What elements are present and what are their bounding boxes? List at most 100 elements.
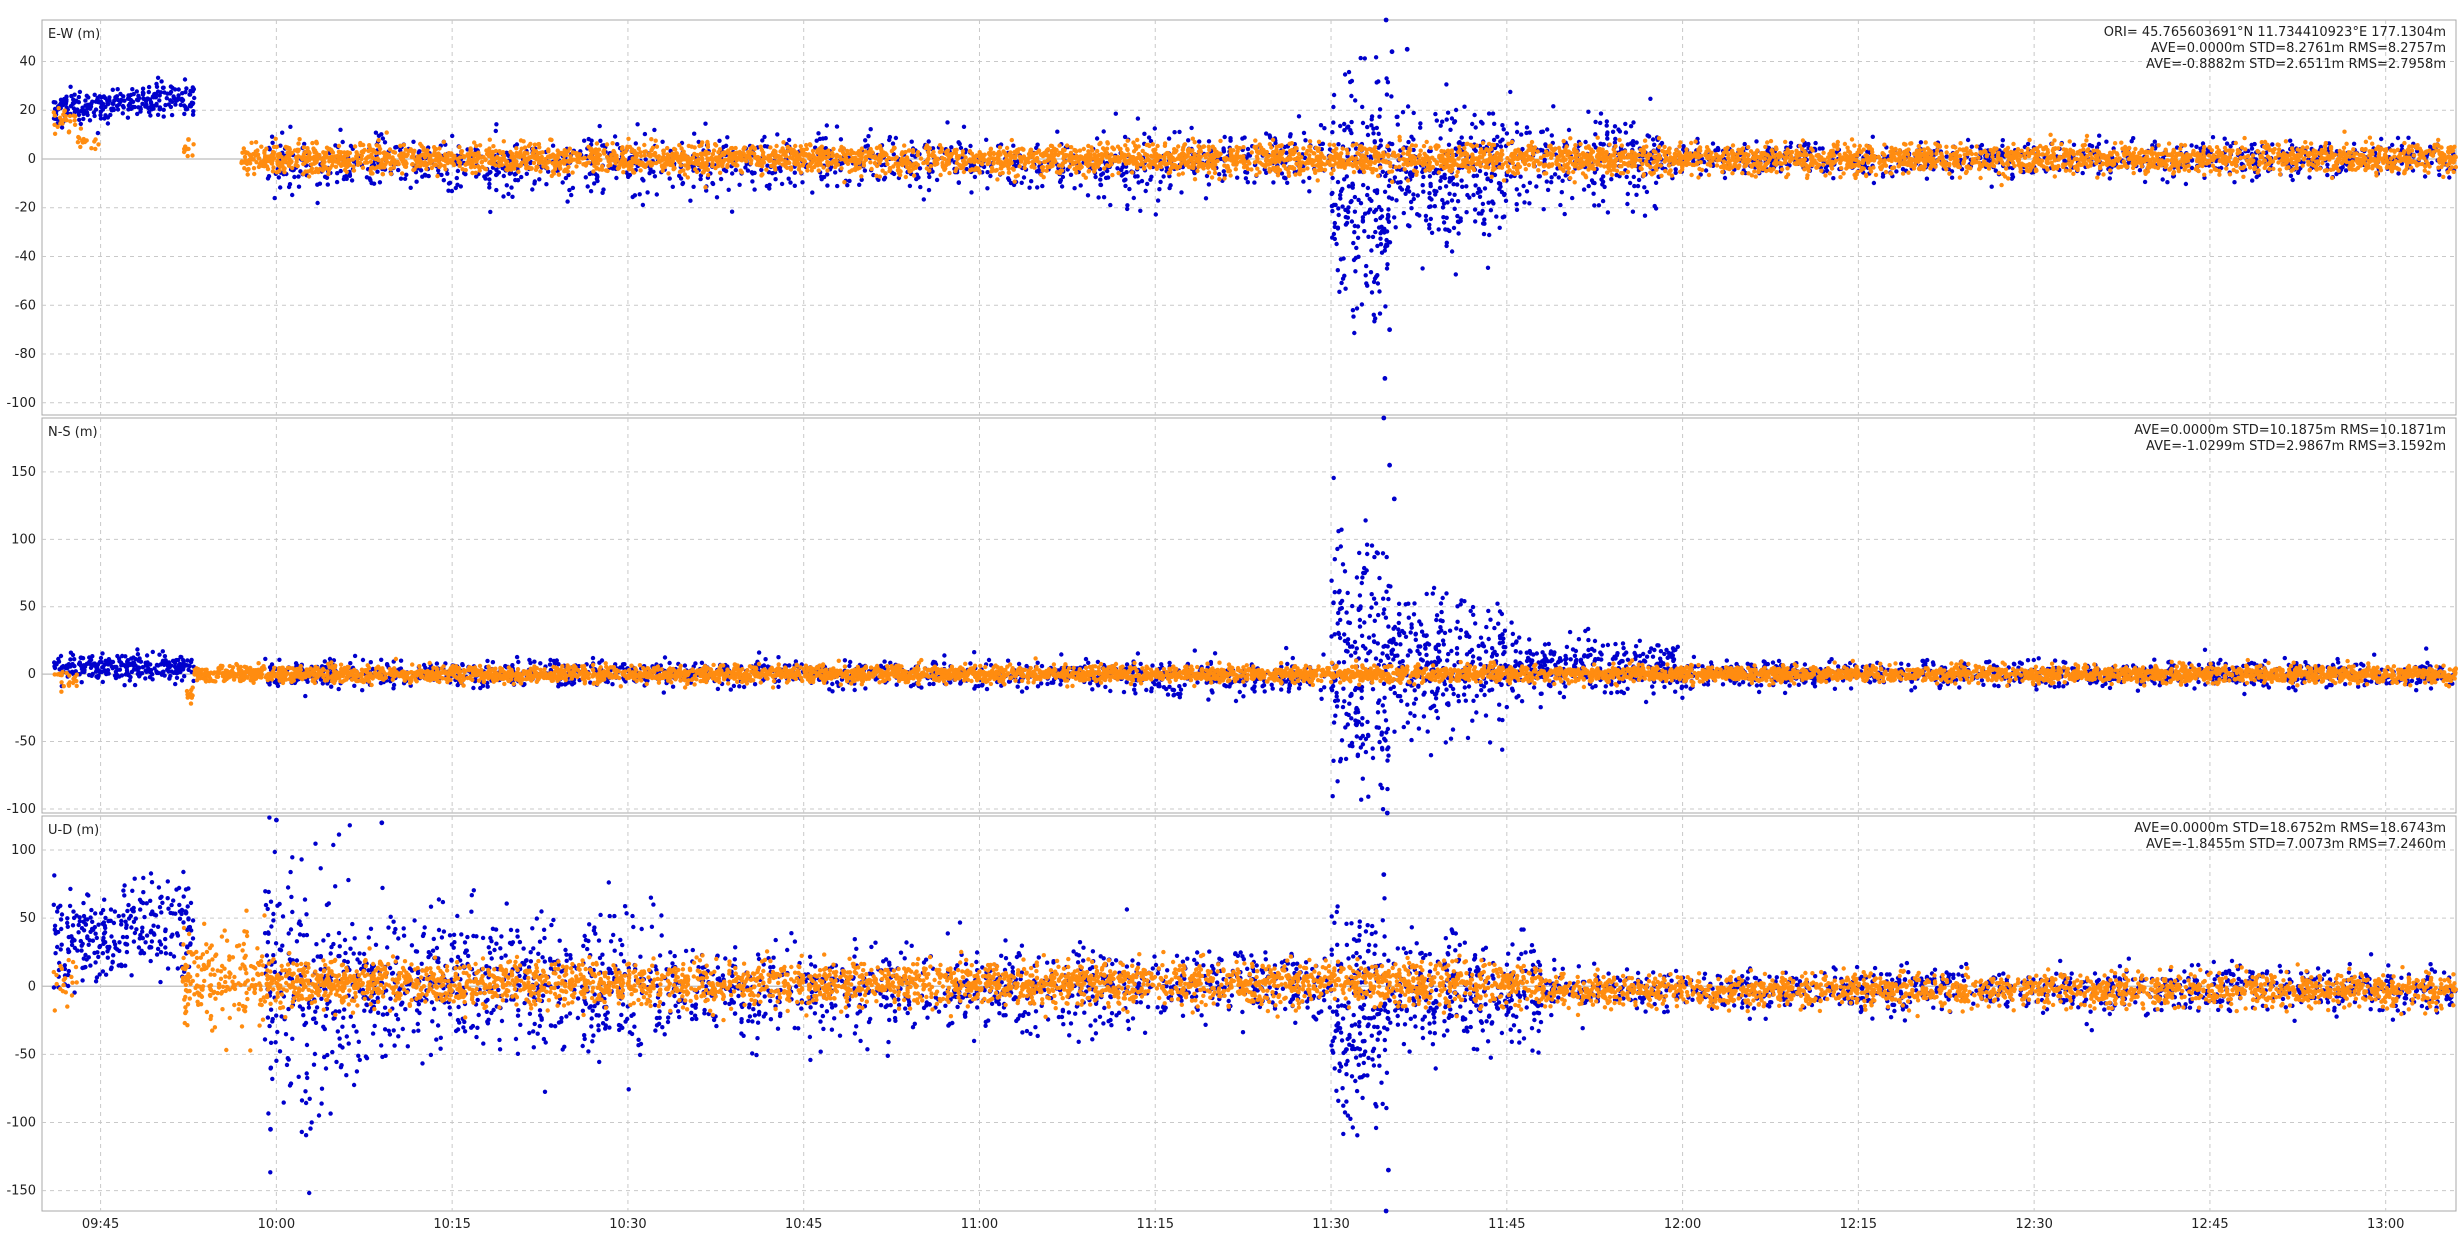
e-w-series1-point xyxy=(1384,229,1390,234)
e-w-series1-point xyxy=(730,171,735,176)
e-w-series2-point xyxy=(501,139,506,144)
e-w-series1-point xyxy=(1373,229,1378,235)
e-w-series1-point xyxy=(382,140,388,145)
e-w-series1-point xyxy=(1369,123,1374,128)
e-w-series1-point xyxy=(296,184,302,189)
e-w-series1-point xyxy=(152,92,157,97)
e-w-series1-point xyxy=(1353,98,1358,103)
e-w-series1-point xyxy=(178,102,183,108)
e-w-series1-point xyxy=(560,180,565,185)
e-w-series2-point xyxy=(1785,172,1791,177)
e-w-series2-point xyxy=(1269,145,1274,150)
e-w-series1-point xyxy=(1448,127,1453,132)
e-w-series1-point xyxy=(463,172,468,177)
e-w-series1-point xyxy=(1383,17,1389,23)
e-w-series1-point xyxy=(1362,229,1367,234)
e-w-series2-point xyxy=(1255,166,1260,171)
e-w-series2-point xyxy=(1474,143,1480,148)
e-w-series1-point xyxy=(1407,224,1412,229)
e-w-series1-point xyxy=(764,183,770,189)
e-w-series1-point xyxy=(2010,172,2015,177)
e-w-series2-point xyxy=(1845,145,1850,150)
e-w-series1-point xyxy=(78,121,84,127)
e-w-series1-point xyxy=(1358,55,1363,61)
e-w-series2-point xyxy=(649,137,654,142)
e-w-series2-point xyxy=(2112,141,2118,146)
e-w-series2-point xyxy=(570,150,575,155)
e-w-series2-point xyxy=(1301,146,1306,151)
e-w-series1-point xyxy=(537,177,542,182)
e-w-series1-point xyxy=(61,96,67,102)
e-w-series1-point xyxy=(449,188,455,194)
e-w-series1-point xyxy=(61,102,66,108)
e-w-series1-point xyxy=(1540,129,1546,134)
e-w-series1-point xyxy=(1602,184,1607,190)
e-w-series1-point xyxy=(1404,46,1410,52)
e-w-series1-point xyxy=(670,184,675,189)
e-w-series1-point xyxy=(916,175,921,180)
e-w-series2-point xyxy=(781,140,786,145)
e-w-series1-point xyxy=(1349,219,1355,224)
e-w-series1-point xyxy=(404,172,409,177)
e-w-series2-point xyxy=(1057,143,1062,148)
e-w-series1-point xyxy=(1382,248,1388,253)
e-w-series1-point xyxy=(1417,213,1422,218)
e-w-series1-point xyxy=(1591,191,1596,196)
e-w-series1-point xyxy=(645,190,650,195)
e-w-series1-point xyxy=(1127,186,1132,192)
e-w-series2-point xyxy=(271,165,276,170)
e-w-series1-point xyxy=(1011,143,1016,148)
e-w-series1-point xyxy=(1166,136,1172,141)
e-w-series1-point xyxy=(1411,110,1416,116)
e-w-series1-point xyxy=(2437,172,2442,178)
e-w-series1-point xyxy=(105,101,111,107)
e-w-series1-point xyxy=(637,192,642,197)
e-w-series1-point xyxy=(612,134,618,139)
e-w-series2-point xyxy=(842,180,847,185)
e-w-series1-point xyxy=(494,187,499,193)
e-w-series2-point xyxy=(638,168,643,173)
e-w-series1-point xyxy=(101,94,107,99)
e-w-series2-point xyxy=(78,144,83,150)
e-w-series1-point xyxy=(1449,249,1455,254)
e-w-series1-point xyxy=(1143,188,1148,194)
e-w-series1-point xyxy=(1217,172,1222,177)
e-w-series1-point xyxy=(710,180,715,186)
e-w-series2-point xyxy=(1424,139,1429,145)
e-w-series1-point xyxy=(2210,135,2216,140)
e-w-series1-point xyxy=(485,172,490,177)
e-w-series1-point xyxy=(1653,180,1659,185)
e-w-series1-point xyxy=(1644,189,1650,195)
e-w-series1-point xyxy=(1566,127,1572,133)
e-w-series1-point xyxy=(833,170,838,175)
e-w-series1-point xyxy=(778,168,783,174)
e-w-series1-point xyxy=(1407,189,1412,194)
e-w-series1-point xyxy=(1722,175,1728,181)
e-w-series1-point xyxy=(1428,181,1433,187)
e-w-series1-point xyxy=(1354,245,1359,251)
e-w-series1-point xyxy=(926,139,931,144)
e-w-series1-point xyxy=(1444,117,1449,122)
e-w-series1-point xyxy=(1614,172,1619,178)
e-w-series1-point xyxy=(1452,192,1457,197)
e-w-series1-point xyxy=(1335,268,1341,273)
e-w-series2-point xyxy=(703,185,708,190)
e-w-series1-point xyxy=(1549,133,1555,138)
e-w-series1-point xyxy=(1421,189,1426,194)
e-w-series1-point xyxy=(1464,210,1469,215)
e-w-series1-point xyxy=(1949,175,1955,180)
e-w-series1-point xyxy=(2222,136,2227,141)
e-w-series1-point xyxy=(1389,49,1395,55)
e-w-series2-point xyxy=(927,168,932,173)
e-w-series1-point xyxy=(821,174,827,180)
e-w-series2-point xyxy=(351,168,356,173)
e-w-series1-point xyxy=(749,170,754,175)
e-w-series2-point xyxy=(764,167,769,172)
e-w-series1-point xyxy=(161,114,166,119)
e-w-series2-point xyxy=(1378,165,1383,170)
e-w-series1-point xyxy=(1096,195,1101,200)
e-w-series1-point xyxy=(1405,185,1411,190)
e-w-series1-point xyxy=(1242,135,1247,140)
e-w-series1-point xyxy=(190,102,195,107)
e-w-series1-point xyxy=(70,101,76,107)
